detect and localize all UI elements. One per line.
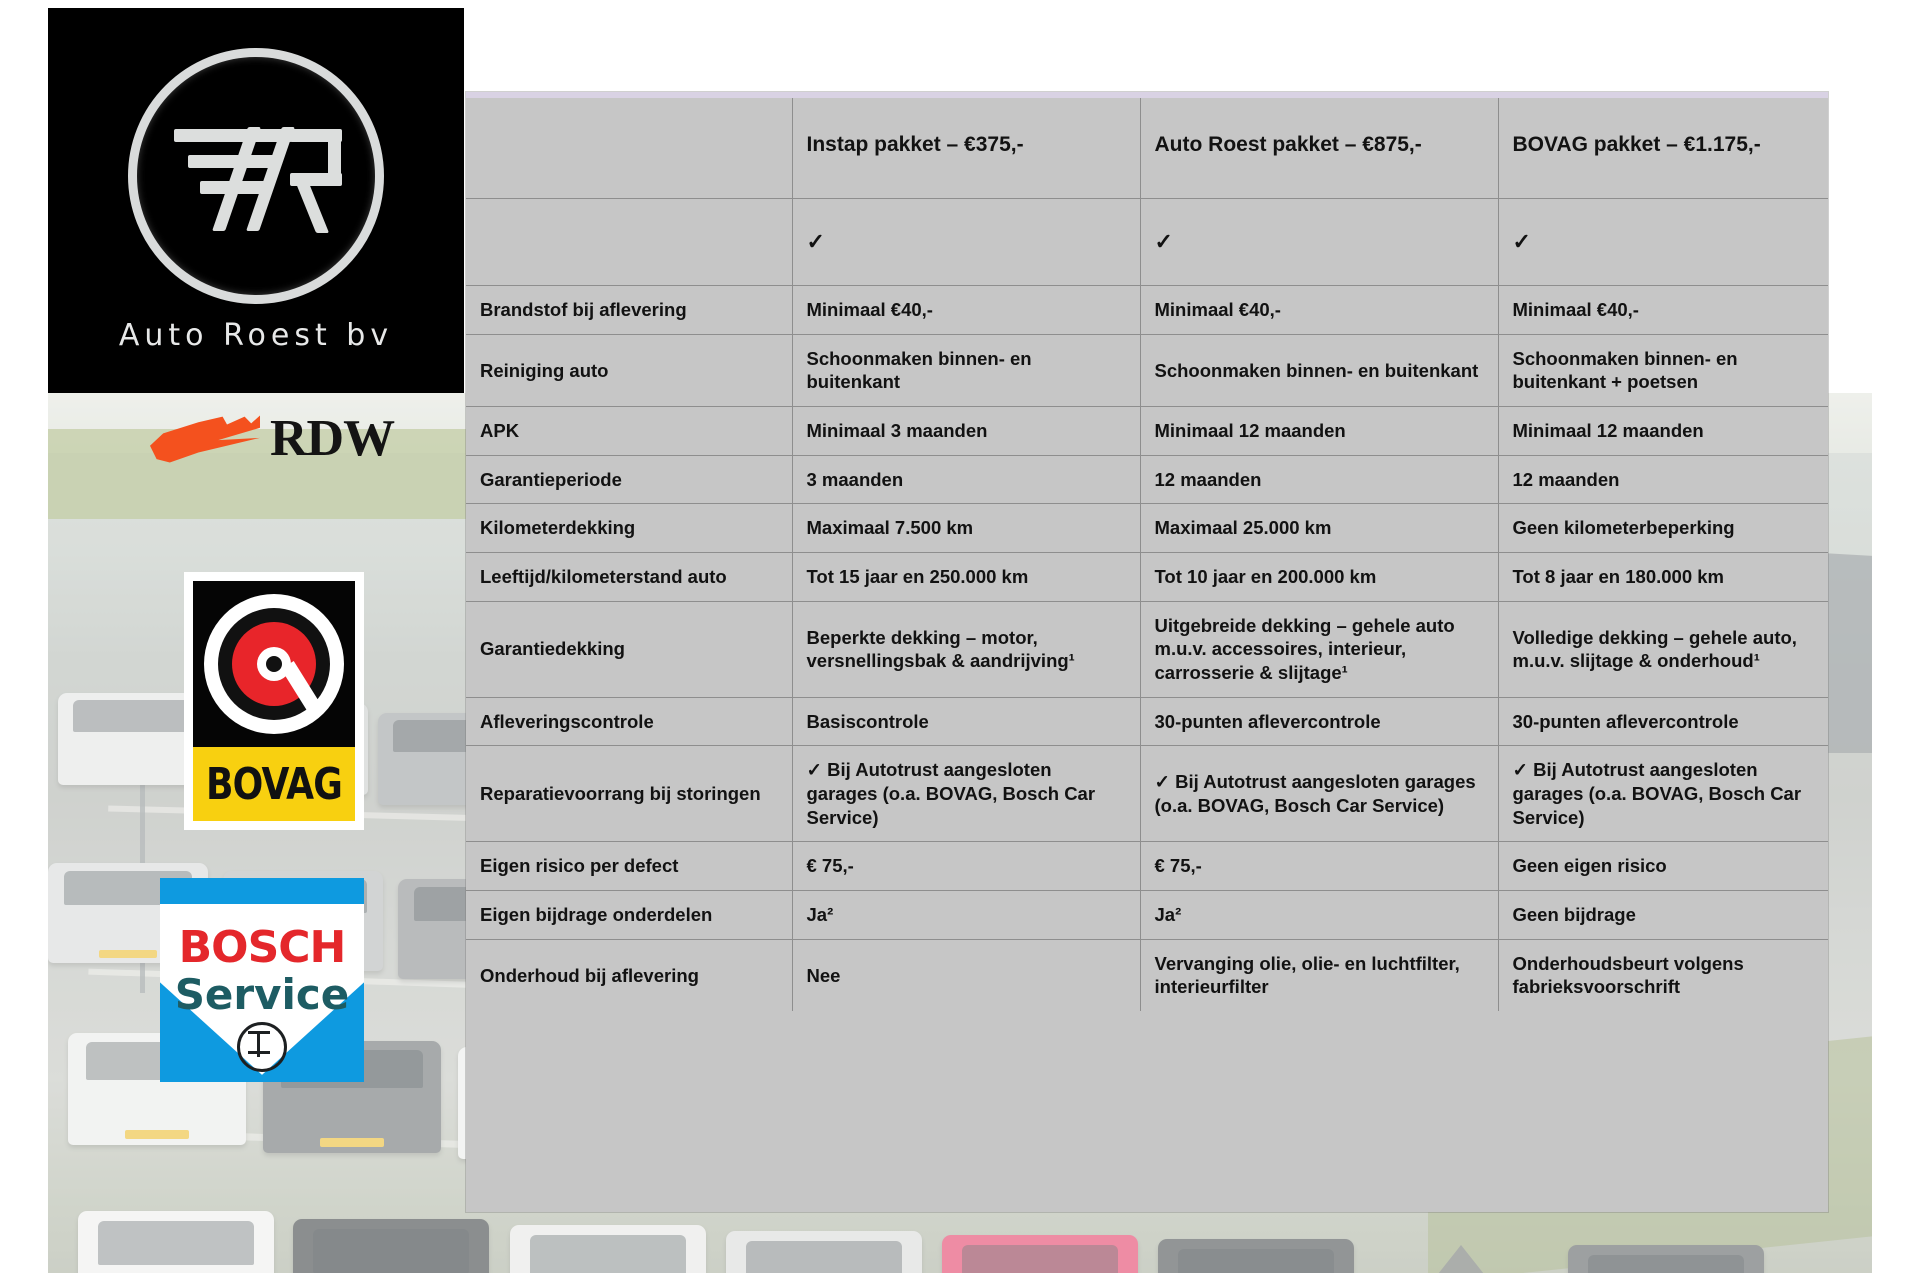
parked-car [293,1219,489,1273]
cell-instap: Minimaal €40,- [792,285,1141,335]
table-row: APK Minimaal 3 maanden Minimaal 12 maanden… [466,406,1828,456]
row-label: Eigen bijdrage onderdelen [466,890,793,940]
table-row: Garantiedekking Beperkte dekking – motor,… [466,601,1828,698]
cell-auto-roest: 30-punten aflevercontrole [1140,697,1499,747]
check-auto-roest: ✓ [1140,198,1499,286]
table-row: Kilometerdekking Maximaal 7.500 km Maximaa… [466,503,1828,554]
cell-instap: Ja² [792,890,1141,940]
check-bovag: ✓ [1498,198,1828,286]
cell-auto-roest: Vervanging olie, olie- en luchtfilter, i… [1140,939,1499,1012]
row-label: Leeftijd/kilometerstand auto [466,552,793,602]
cell-auto-roest: Minimaal 12 maanden [1140,406,1499,456]
row-label: Afleveringscontrole [466,697,793,747]
cell-instap: € 75,- [792,841,1141,892]
parked-car [726,1231,922,1273]
cell-auto-roest: € 75,- [1140,841,1499,892]
header-bovag-pakket: BOVAG pakket – €1.175,- [1498,92,1828,199]
row-label: Reiniging auto [466,334,793,408]
cell-bovag: Volledige dekking – gehele auto, m.u.v. … [1498,601,1828,698]
cell-instap: 3 maanden [792,455,1141,505]
row-label: Garantieperiode [466,455,793,505]
cell-bovag: Onderhoudsbeurt volgens fabrieksvoorschr… [1512,952,1744,998]
table-row: Reparatievoorrang bij storingen ✓ Bij Aut… [466,745,1828,843]
rdw-bird-icon [150,415,260,463]
row-label: Reparatievoorrang bij storingen [466,745,793,843]
table-row-checkmarks: ✓ ✓ ✓ [466,198,1828,286]
cell-auto-roest: Ja² [1140,890,1499,940]
page-bottom-margin [48,1273,1872,1280]
table-header-row: Instap pakket – €375,- Auto Roest pakket… [466,92,1828,199]
parked-car [78,1211,274,1273]
cell-instap: ✓ Bij Autotrust aangesloten garages (o.a… [792,745,1141,843]
row-label: Onderhoud bij aflevering [466,939,793,1012]
check-instap: ✓ [792,198,1141,286]
table-body: ✓ ✓ ✓ Brandstof bij aflevering Minimaal €… [466,198,1828,1012]
parked-car [510,1225,706,1273]
table-row: Reiniging auto Schoonmaken binnen- en bui… [466,334,1828,408]
company-name: Auto Roest bv [118,318,394,353]
cell-instap: Nee [792,939,1141,1012]
cell-bovag: Minimaal 12 maanden [1498,406,1828,456]
table-row: Eigen bijdrage onderdelen Ja² Ja² Geen bijd… [466,890,1828,940]
rdw-badge: RDW [150,406,420,472]
cell-bovag: Tot 8 jaar en 180.000 km [1498,552,1828,602]
parked-car [1568,1245,1764,1273]
cell-bovag: Schoonmaken binnen- en buitenkant + poet… [1498,334,1828,408]
row-label: Kilometerdekking [466,503,793,554]
cell-bovag: Geen eigen risico [1498,841,1828,892]
bosch-wordmark: BOSCH [178,922,347,973]
cell-auto-roest: Maximaal 25.000 km [1140,503,1499,554]
cell-bovag: Geen bijdrage [1498,890,1828,940]
row-label: Brandstof bij aflevering [466,285,793,335]
bosch-armature-icon [237,1022,287,1072]
table-row: Leeftijd/kilometerstand auto Tot 15 jaar … [466,552,1828,602]
auto-roest-logo-icon [128,48,384,304]
row-label: APK [466,406,793,456]
cell-auto-roest: Minimaal €40,- [1140,285,1499,335]
bovag-label: BOVAG [205,758,343,810]
parked-car [58,693,208,785]
row-label: Garantiedekking [466,601,793,698]
parked-car [1158,1239,1354,1273]
bovag-badge: BOVAG [184,572,364,830]
cell-auto-roest: Tot 10 jaar en 200.000 km [1140,552,1499,602]
table-row: Afleveringscontrole Basiscontrole 30-punte… [466,697,1828,747]
rdw-label: RDW [270,410,395,467]
parked-car [942,1235,1138,1273]
cell-bovag: Minimaal €40,- [1498,285,1828,335]
table-row: Brandstof bij aflevering Minimaal €40,- Mi… [466,285,1828,335]
cell-auto-roest: 12 maanden [1140,455,1499,505]
cell-bovag: ✓ Bij Autotrust aangesloten garages (o.a… [1498,745,1828,843]
cell-instap: Maximaal 7.500 km [792,503,1141,554]
cell-instap: Tot 15 jaar en 250.000 km [792,552,1141,602]
cell-instap: Basiscontrole [792,697,1141,747]
cell-instap: Minimaal 3 maanden [792,406,1141,456]
bovag-label-plate: BOVAG [193,747,355,821]
cell-auto-roest: Schoonmaken binnen- en buitenkant [1140,334,1499,408]
package-comparison-table: Instap pakket – €375,- Auto Roest pakket… [466,92,1828,1212]
cell-instap: Beperkte dekking – motor, versnellingsba… [792,601,1141,698]
row-label: Eigen risico per defect [466,841,793,892]
row-label [466,198,793,286]
cell-bovag: Geen kilometerbeperking [1498,503,1828,554]
table-row: Onderhoud bij aflevering Nee Vervanging ol… [466,939,1828,1012]
table-accent-bar [466,92,1828,98]
cell-auto-roest: Uitgebreide dekking – gehele auto m.u.v.… [1140,601,1499,698]
header-feature-column [466,92,793,199]
table-row: Garantieperiode 3 maanden 12 maanden 12 maa… [466,455,1828,505]
cell-bovag: 12 maanden [1498,455,1828,505]
brand-logo: Auto Roest bv [48,8,464,393]
header-auto-roest-pakket: Auto Roest pakket – €875,- [1140,92,1499,199]
table-row: Eigen risico per defect € 75,- € 75,- Geen … [466,841,1828,892]
cell-bovag: 30-punten aflevercontrole [1498,697,1828,747]
header-instap-pakket: Instap pakket – €375,- [792,92,1141,199]
bovag-emblem-icon [193,581,355,747]
cell-instap: Schoonmaken binnen- en buitenkant [792,334,1141,408]
bosch-service-word: Service [174,970,350,1019]
bosch-service-badge: BOSCH Service [160,878,364,1082]
cell-auto-roest: ✓ Bij Autotrust aangesloten garages (o.a… [1140,745,1499,843]
